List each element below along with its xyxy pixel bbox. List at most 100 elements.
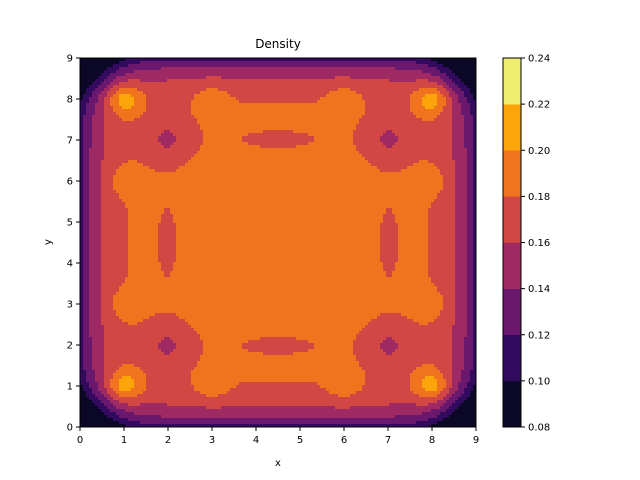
contour-cell: [362, 115, 417, 119]
contour-cell: [89, 199, 102, 203]
contour-cell: [122, 376, 132, 380]
contour-cell: [449, 94, 459, 98]
contour-cell: [104, 352, 165, 356]
contour-cell: [116, 313, 156, 317]
contour-cell: [389, 403, 417, 407]
contour-cell: [467, 172, 474, 176]
contour-cell: [128, 160, 138, 164]
contour-cell: [83, 367, 93, 371]
contour-cell: [239, 382, 318, 386]
colorbar-tick-label: 0.24: [528, 54, 550, 65]
contour-cell: [470, 103, 476, 107]
contour-cell: [95, 403, 105, 407]
contour-cell: [80, 175, 84, 179]
contour-cell: [140, 367, 195, 371]
contour-cell: [89, 154, 105, 158]
contour-cell: [101, 274, 129, 278]
contour-cell: [89, 286, 102, 290]
contour-cell: [80, 331, 84, 335]
contour-cell: [455, 193, 468, 197]
contour-cell: [89, 262, 102, 266]
contour-cell: [455, 265, 468, 269]
contour-cell: [473, 124, 476, 128]
contour-cell: [437, 289, 456, 293]
contour-cell: [455, 166, 468, 170]
contour-cell: [437, 394, 447, 398]
contour-cell: [398, 238, 429, 242]
contour-cell: [455, 91, 465, 95]
contour-cell: [95, 112, 105, 116]
contour-cell: [113, 109, 147, 113]
contour-cell: [89, 181, 102, 185]
contour-cell: [83, 307, 90, 311]
contour-cell: [119, 421, 141, 425]
contour-cell: [110, 82, 120, 86]
contour-cell: [200, 391, 228, 395]
contour-cell: [80, 400, 93, 404]
contour-cell: [146, 373, 192, 377]
contour-cell: [359, 361, 453, 365]
contour-cell: [98, 100, 105, 104]
contour-cell: [452, 361, 465, 365]
contour-cell: [98, 385, 105, 389]
contour-cell: [416, 79, 429, 83]
contour-cell: [101, 166, 120, 170]
contour-cell: [365, 112, 414, 116]
contour-cell: [80, 298, 84, 302]
contour-cell: [473, 262, 476, 266]
contour-cell: [119, 115, 141, 119]
contour-cell: [398, 259, 429, 263]
contour-cell: [452, 364, 465, 368]
contour-cell: [467, 187, 474, 191]
contour-cell: [428, 208, 456, 212]
contour-cell: [89, 211, 102, 215]
contour-cell: [473, 253, 476, 257]
contour-cell: [452, 133, 465, 137]
contour-cell: [80, 403, 96, 407]
contour-cell: [473, 94, 476, 98]
contour-cell: [398, 232, 429, 236]
contour-cell: [155, 169, 177, 173]
contour-cell: [383, 142, 396, 146]
contour-cell: [386, 271, 393, 275]
contour-cell: [464, 349, 474, 353]
contour-cell: [80, 283, 84, 287]
contour-cell: [143, 112, 192, 116]
contour-cell: [107, 85, 114, 89]
contour-cell: [314, 136, 354, 140]
contour-cell: [110, 382, 120, 386]
contour-cell: [455, 172, 468, 176]
contour-cell: [101, 310, 117, 314]
contour-cell: [473, 340, 476, 344]
contour-cell: [455, 199, 468, 203]
contour-cell: [470, 391, 476, 395]
contour-cell: [83, 172, 90, 176]
contour-cell: [296, 337, 357, 341]
contour-cell: [467, 295, 474, 299]
contour-cell: [119, 82, 438, 86]
contour-cell: [377, 166, 408, 170]
contour-cell: [473, 148, 476, 152]
contour-cell: [407, 316, 438, 320]
contour-cell: [464, 136, 474, 140]
contour-cell: [176, 139, 204, 143]
contour-cell: [107, 397, 114, 401]
y-tick-label: 6: [67, 177, 73, 188]
contour-cell: [464, 115, 474, 119]
contour-cell: [83, 199, 90, 203]
contour-cell: [128, 226, 159, 230]
contour-cell: [80, 415, 108, 419]
contour-cell: [128, 322, 138, 326]
contour-cell: [83, 157, 90, 161]
contour-cell: [80, 61, 120, 65]
contour-cell: [314, 343, 354, 347]
contour-cell: [179, 166, 378, 170]
contour-cell: [104, 379, 111, 383]
contour-cell: [437, 82, 447, 86]
contour-cell: [350, 394, 420, 398]
contour-cell: [101, 187, 114, 191]
contour-cell: [110, 400, 120, 404]
contour-cell: [113, 304, 444, 308]
contour-cell: [113, 388, 120, 392]
contour-cell: [83, 229, 90, 233]
